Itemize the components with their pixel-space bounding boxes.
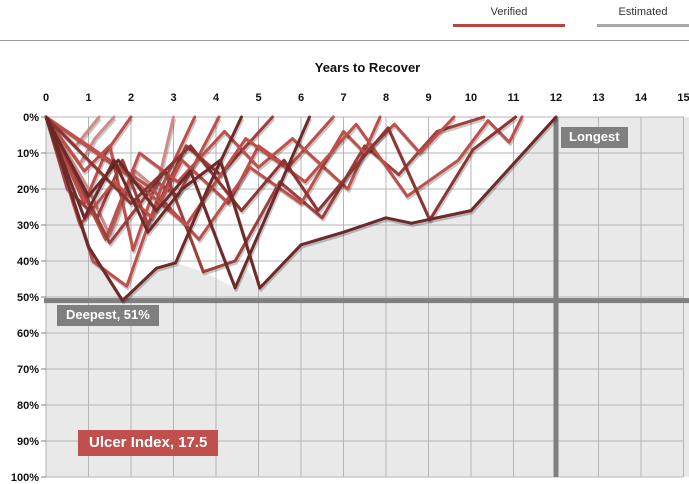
- y-tick-label: 80%: [17, 400, 39, 412]
- x-tick-label: 4: [213, 92, 220, 104]
- x-tick-label: 13: [592, 92, 604, 104]
- x-tick-label: 10: [465, 92, 477, 104]
- x-axis-title: Years to Recover: [314, 60, 421, 75]
- y-tick-label: 10%: [17, 148, 39, 160]
- y-tick-label: 30%: [17, 220, 39, 232]
- drawdown-9[interactable]: [44, 115, 382, 241]
- x-tick-label: 0: [43, 92, 49, 104]
- x-tick-label: 5: [255, 92, 261, 104]
- y-tick-label: 70%: [17, 364, 39, 376]
- ulcer-index-annotation: Ulcer Index, 17.5: [78, 430, 219, 456]
- y-tick-label: 20%: [17, 184, 39, 196]
- x-tick-label: 1: [85, 92, 91, 104]
- y-tick-label: 60%: [17, 328, 39, 340]
- x-tick-label: 9: [425, 92, 431, 104]
- x-tick-label: 2: [128, 92, 134, 104]
- drawdown-14[interactable]: [44, 115, 243, 303]
- drawdown-5-shadow: [45, 118, 222, 254]
- x-tick-label: 6: [298, 92, 304, 104]
- x-tick-label: 11: [508, 92, 520, 104]
- tab-verified[interactable]: Verified: [453, 6, 565, 27]
- chart-mode-tabs: Verified Estimated: [453, 6, 689, 27]
- tab-estimated[interactable]: Estimated: [597, 6, 689, 27]
- drawdown-15-shadow: [45, 118, 313, 292]
- drawdown-4[interactable]: [44, 115, 133, 205]
- drawdown-16[interactable]: [44, 115, 558, 290]
- longest-marker-bar: [553, 117, 559, 477]
- y-tick-label: 50%: [17, 292, 39, 304]
- y-tick-label: 0%: [23, 112, 39, 124]
- tab-estimated-label: Estimated: [618, 6, 668, 18]
- longest-annotation: Longest: [561, 127, 628, 148]
- header-divider: [0, 40, 689, 41]
- x-tick-label: 15: [677, 92, 689, 104]
- deepest-marker-bar: [44, 298, 689, 304]
- x-tick-label: 8: [383, 92, 389, 104]
- y-tick-label: 90%: [17, 436, 39, 448]
- y-tick-label: 40%: [17, 256, 39, 268]
- x-tick-label: 12: [550, 92, 562, 104]
- y-tick-label: 100%: [11, 472, 39, 484]
- x-tick-label: 3: [170, 92, 176, 104]
- drawdown-13[interactable]: [44, 115, 518, 222]
- drawdown-15[interactable]: [44, 115, 311, 290]
- x-tick-label: 14: [635, 92, 648, 104]
- tab-verified-label: Verified: [490, 6, 528, 18]
- deepest-annotation: Deepest, 51%: [57, 305, 159, 326]
- x-tick-label: 7: [340, 92, 346, 104]
